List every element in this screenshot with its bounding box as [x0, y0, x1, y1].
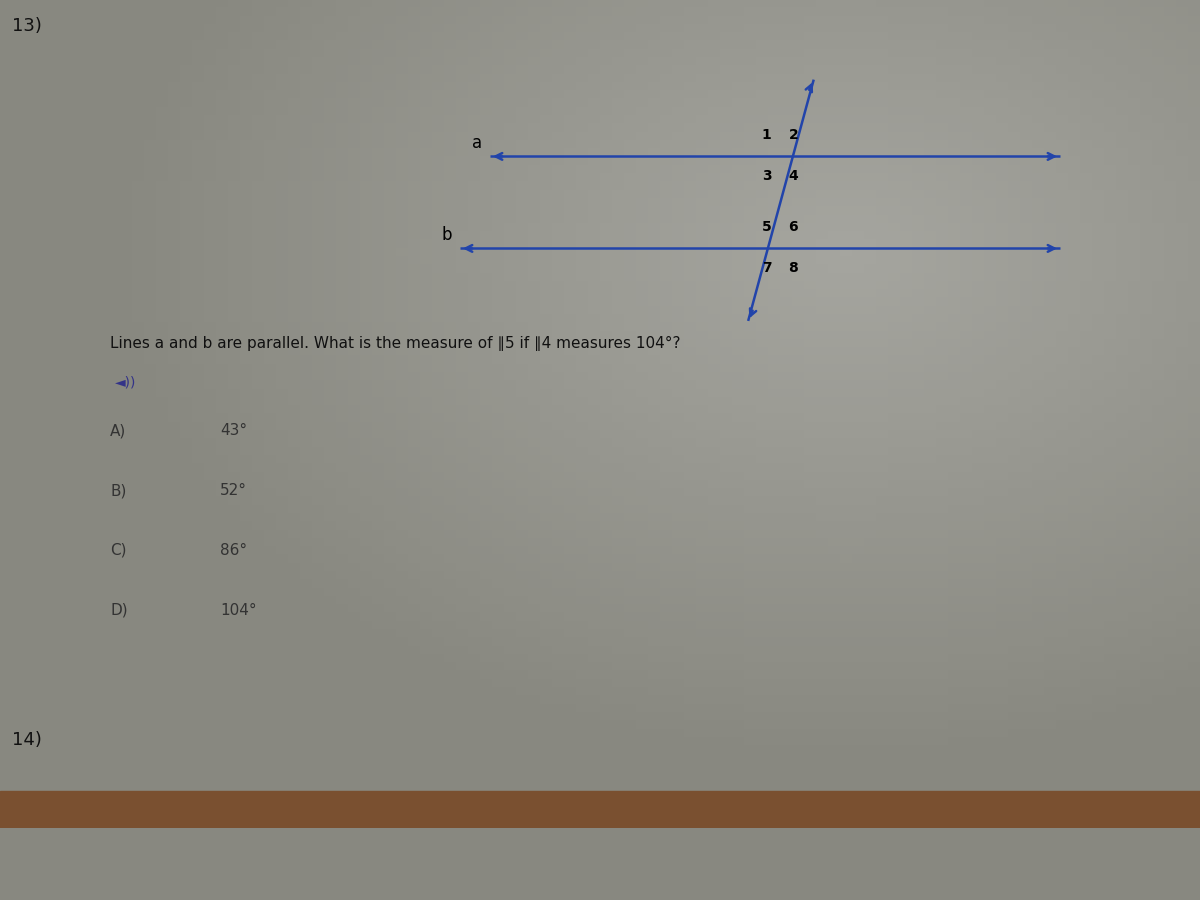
Text: A): A)	[110, 423, 126, 438]
Text: 6: 6	[788, 220, 798, 234]
Text: 4: 4	[788, 169, 798, 183]
Text: 43°: 43°	[220, 423, 247, 438]
Ellipse shape	[563, 881, 637, 900]
Bar	[0, 793, 1200, 828]
Text: 13): 13)	[12, 16, 42, 34]
Text: 3: 3	[762, 169, 772, 183]
Text: D): D)	[110, 603, 127, 617]
Text: C): C)	[110, 543, 126, 558]
Text: 2: 2	[788, 129, 798, 142]
Text: 1: 1	[762, 129, 772, 142]
Text: 5: 5	[762, 220, 772, 234]
Text: 86°: 86°	[220, 543, 247, 558]
Text: 52°: 52°	[220, 483, 247, 498]
Text: 7: 7	[762, 261, 772, 274]
Bar	[0, 791, 1200, 900]
Text: 14): 14)	[12, 732, 42, 750]
Text: B): B)	[110, 483, 126, 498]
Text: 8: 8	[788, 261, 798, 274]
Text: Lines a and b are parallel. What is the measure of ∥5 if ∥4 measures 104°?: Lines a and b are parallel. What is the …	[110, 336, 680, 351]
Text: a: a	[472, 134, 482, 152]
Text: b: b	[442, 226, 452, 244]
Text: 104°: 104°	[220, 603, 257, 617]
Text: ◄)): ◄))	[115, 375, 137, 390]
